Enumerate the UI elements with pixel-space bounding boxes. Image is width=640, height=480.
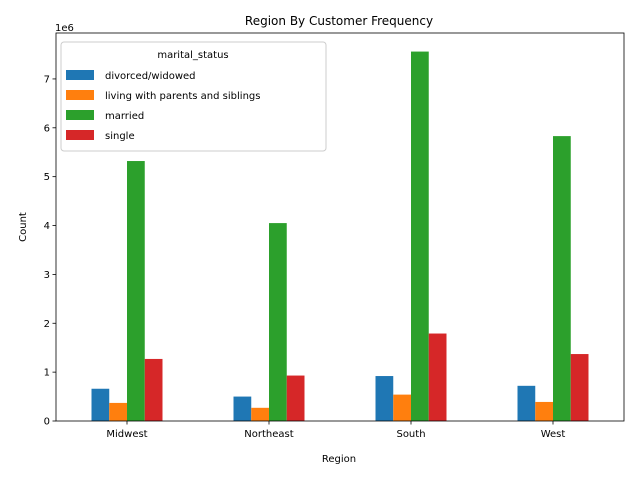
bar [127,161,145,422]
legend-entry-label: single [105,131,135,142]
bar [553,136,571,421]
y-tick-label: 2 [44,319,50,330]
bar [109,402,127,421]
plot-frame [55,32,625,422]
legend-box [60,41,327,152]
y-tick-label: 6 [44,123,50,134]
legend-title: marital_status [157,50,228,61]
bar [428,333,447,421]
legend-swatch [66,70,94,80]
bar [91,388,110,421]
bar [144,358,163,421]
x-tick-label: West [541,429,566,440]
legend-entry-label: divorced/widowed [105,71,196,82]
bar [251,407,269,421]
bar [517,385,536,421]
y-tick-label: 7 [44,74,50,85]
bar [535,401,553,421]
legend-entry-label: married [105,111,144,122]
y-tick-label: 4 [44,221,50,232]
x-axis-label: Region [322,454,356,465]
legend-swatch [66,130,94,140]
y-tick-label: 3 [44,270,50,281]
y-tick-label: 1 [44,368,50,379]
legend-swatch [66,110,94,120]
x-tick-label: Midwest [106,429,147,440]
y-tick-label: 0 [44,417,50,428]
y-offset-label: 1e6 [55,23,74,34]
chart-title: Region By Customer Frequency [245,14,433,28]
legend: marital_status divorced/widowed living wi… [60,41,327,152]
bar [286,375,305,421]
bar [393,394,411,421]
legend-entry-label: living with parents and siblings [105,91,260,102]
x-tick-label: South [396,429,425,440]
bar [411,51,429,421]
bar [375,376,394,421]
plot-area: 0 1 2 3 4 5 6 7 Midwest Northeast South West [44,51,589,440]
legend-swatch [66,90,94,100]
bar [269,223,287,421]
y-tick-label: 5 [44,172,50,183]
x-tick-label: Northeast [244,429,293,440]
bar [570,354,589,421]
bar [233,396,252,421]
y-axis-label: Count [18,212,29,242]
